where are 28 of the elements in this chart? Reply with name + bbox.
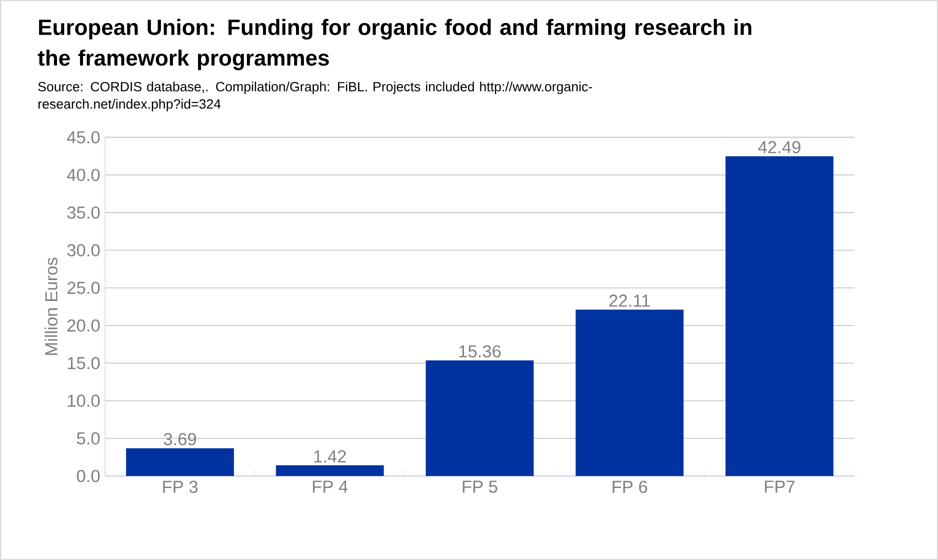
y-tick-label: 15.0 <box>68 356 100 370</box>
y-tick-label: 35.0 <box>67 206 100 219</box>
data-label: 3.69 <box>164 433 196 446</box>
y-tick-label: 40.0 <box>67 168 100 182</box>
bar <box>126 448 234 476</box>
x-tick-label: FP7 <box>765 480 794 493</box>
y-tick-label: 10.0 <box>68 394 100 407</box>
data-label: 1.42 <box>314 450 346 462</box>
y-tick-label: 25.0 <box>68 282 100 294</box>
data-label: 22.11 <box>609 294 650 307</box>
y-tick-label: 30.0 <box>67 244 100 256</box>
source-note: Source: CORDIS database,. Compilation/Graph: FiBL. Projects included http://www.organic-research.net/index.php?id=324 <box>38 82 592 112</box>
bar <box>276 465 384 476</box>
x-tick-label: FP 5 <box>462 480 498 493</box>
chart-title: European Union: Funding for organic food and farming research in the framework programmes <box>38 18 752 70</box>
bar <box>726 156 834 476</box>
bar <box>426 360 534 476</box>
data-label: 15.36 <box>459 345 501 358</box>
y-tick-label: 20.0 <box>68 319 100 332</box>
x-tick-label: FP 3 <box>163 480 198 493</box>
bar <box>576 310 684 476</box>
x-tick-label: FP 4 <box>312 480 348 493</box>
y-tick-label: 45.0 <box>67 131 100 144</box>
x-tick-label: FP 6 <box>612 480 648 493</box>
y-axis-title: Million Euros <box>44 258 58 355</box>
y-tick-label: 5.0 <box>76 432 100 445</box>
y-tick-label: 0.0 <box>76 470 100 482</box>
data-label: 42.49 <box>758 141 800 154</box>
